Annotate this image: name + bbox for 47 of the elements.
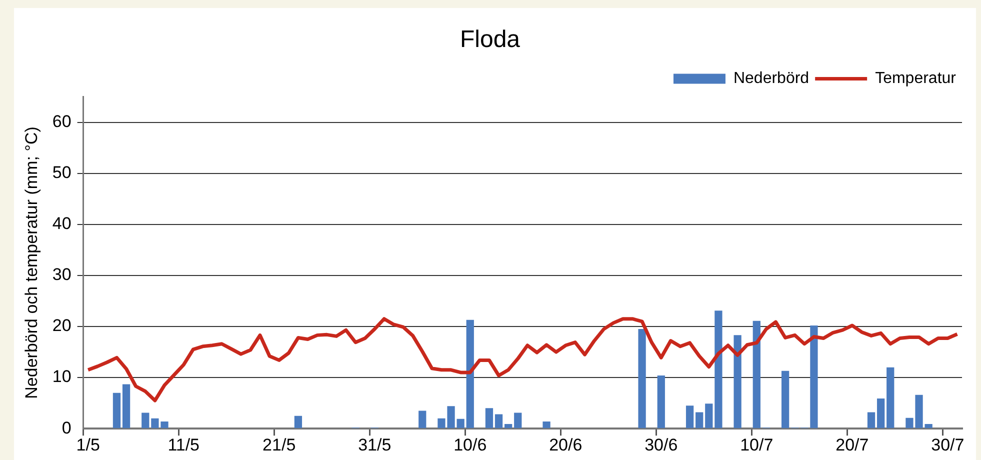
y-tick-label: 0	[62, 418, 72, 438]
x-tick-label: 31/5	[358, 435, 392, 454]
x-tick-label: 1/5	[76, 435, 100, 454]
y-tick-label: 30	[52, 265, 72, 284]
x-tick-label: 21/5	[262, 435, 296, 454]
y-tick-label: 20	[52, 316, 72, 336]
bar	[752, 320, 760, 428]
bar	[810, 325, 818, 428]
x-tick-label: 30/7	[931, 435, 964, 454]
bar	[686, 406, 694, 428]
y-tick-label: 50	[52, 163, 72, 182]
bar	[456, 418, 464, 428]
bar	[142, 412, 150, 428]
legend-label: Nederbörd	[733, 70, 810, 88]
bar	[485, 408, 494, 428]
bar	[542, 421, 550, 428]
bar	[696, 412, 704, 428]
bar	[466, 320, 474, 428]
bar	[122, 384, 130, 428]
bar	[504, 424, 512, 428]
bar	[112, 392, 121, 428]
bar	[924, 424, 932, 428]
bar	[514, 412, 522, 428]
bar	[781, 370, 790, 428]
y-axis-title: Nederbörd och temperatur (mm; °C)	[22, 126, 41, 399]
bar	[638, 329, 646, 428]
bar	[876, 398, 885, 428]
x-tick-label: 20/7	[836, 435, 869, 454]
legend-label: Temperatur	[875, 70, 957, 88]
bar	[867, 412, 876, 428]
bar	[734, 335, 742, 428]
bar	[714, 310, 722, 428]
y-tick-label: 10	[52, 367, 72, 386]
x-tick-label: 20/6	[549, 435, 582, 454]
x-tick-label: 30/6	[644, 435, 678, 454]
bar	[418, 410, 426, 428]
x-tick-label: 10/7	[740, 435, 774, 454]
y-tick-label: 40	[52, 214, 72, 234]
bar	[886, 367, 894, 428]
bar	[705, 404, 713, 428]
chart-title: Floda	[460, 26, 521, 54]
bar	[294, 416, 302, 428]
x-tick-label: 11/5	[168, 435, 200, 454]
x-tick-label: 10/6	[454, 435, 487, 454]
bar	[657, 376, 665, 428]
y-tick-label: 60	[52, 112, 72, 132]
bar	[494, 414, 503, 428]
